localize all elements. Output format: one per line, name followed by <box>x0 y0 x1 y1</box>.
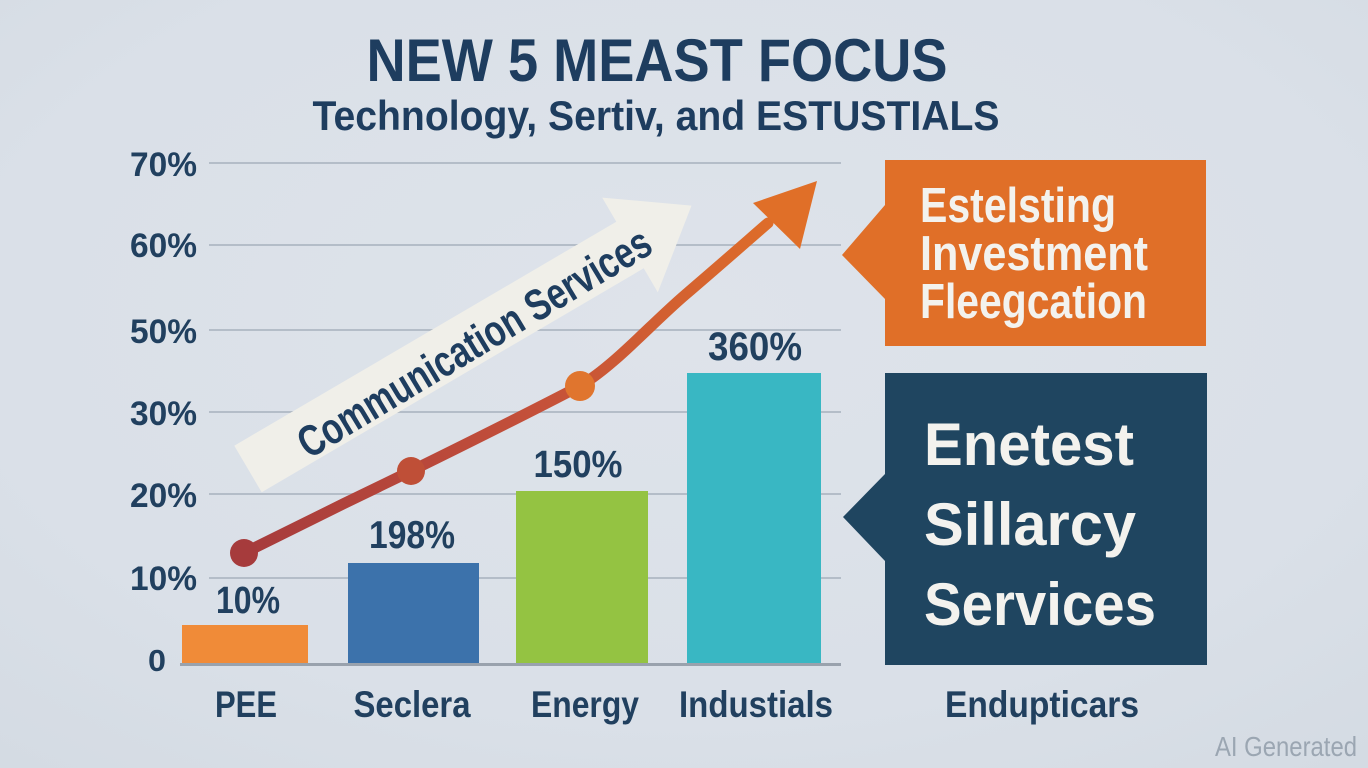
svg-text:150%: 150% <box>534 444 623 486</box>
svg-text:PEE: PEE <box>215 684 277 725</box>
svg-text:60%: 60% <box>130 227 197 265</box>
svg-text:Endupticars: Endupticars <box>945 684 1139 725</box>
svg-text:50%: 50% <box>130 313 197 351</box>
svg-text:Services: Services <box>924 571 1156 638</box>
svg-text:Industials: Industials <box>679 684 833 725</box>
svg-text:10%: 10% <box>130 560 197 598</box>
svg-text:Sillarcy: Sillarcy <box>924 491 1137 558</box>
svg-text:198%: 198% <box>369 514 455 557</box>
svg-text:Seclera: Seclera <box>354 684 471 725</box>
svg-text:20%: 20% <box>130 477 197 515</box>
svg-text:Estelsting: Estelsting <box>920 179 1116 233</box>
svg-text:Fleegcation: Fleegcation <box>920 275 1147 329</box>
svg-text:Energy: Energy <box>531 684 639 725</box>
svg-text:Investment: Investment <box>920 227 1148 281</box>
svg-text:360%: 360% <box>708 325 802 369</box>
svg-text:70%: 70% <box>130 146 197 184</box>
svg-text:NEW 5 MEAST FOCUS: NEW 5 MEAST FOCUS <box>367 27 948 94</box>
svg-text:AI Generated: AI Generated <box>1215 731 1357 762</box>
svg-text:Enetest: Enetest <box>924 411 1134 478</box>
svg-text:0: 0 <box>148 643 166 678</box>
svg-text:30%: 30% <box>130 395 197 433</box>
svg-text:10%: 10% <box>216 580 280 622</box>
svg-text:Technology, Sertiv, and ESTUST: Technology, Sertiv, and ESTUSTIALS <box>313 92 1000 139</box>
